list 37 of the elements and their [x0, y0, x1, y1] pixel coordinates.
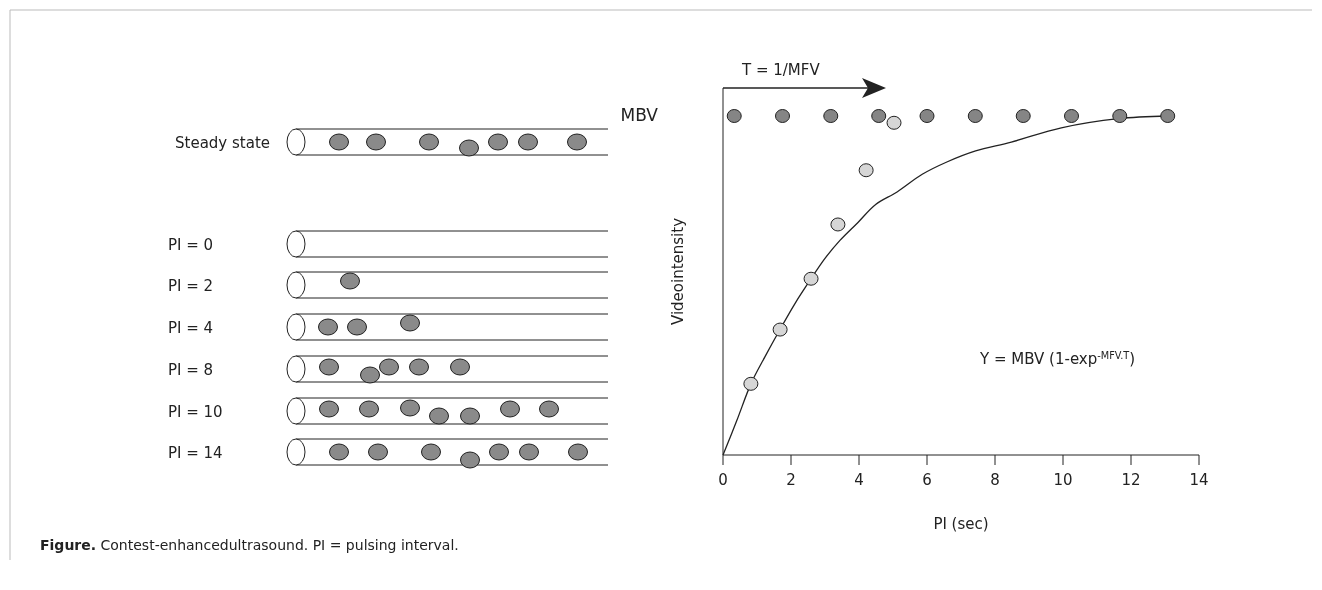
point	[1064, 109, 1079, 123]
point	[830, 217, 846, 232]
text: T = 1/MFV	[741, 61, 821, 79]
x-axis-title: PI (sec)	[933, 515, 989, 533]
text: Steady state	[175, 134, 270, 152]
point	[726, 109, 742, 123]
x-tick-label: 12	[1121, 471, 1141, 489]
text: PI = 8	[168, 361, 214, 379]
x-tick-label: 14	[1189, 471, 1209, 489]
x-tick-label: 8	[990, 471, 1000, 489]
point	[1015, 109, 1031, 123]
text: PI = 0	[168, 236, 214, 254]
text: PI = 2	[168, 277, 214, 295]
x-tick-label: 10	[1053, 471, 1073, 489]
point	[743, 376, 759, 391]
annotation: Y = MBV (1-exp$^{-MFV.T}$)	[979, 349, 1136, 368]
y-axis-title: Videointensity	[669, 217, 687, 326]
text: Figure. Contest-enhancedultrasound. PI = pulsing interval.	[40, 537, 459, 553]
x-tick-label: 4	[854, 471, 864, 489]
x-tick-label: 0	[718, 471, 728, 489]
point	[1112, 109, 1128, 123]
x-tick-label: 6	[922, 471, 932, 489]
point	[803, 271, 819, 286]
point	[871, 109, 887, 123]
point	[823, 109, 839, 123]
text: PI = 14	[168, 444, 223, 462]
point	[775, 109, 790, 123]
x-tick-label: 2	[786, 471, 796, 489]
point	[772, 322, 788, 337]
text: PI = 4	[168, 319, 214, 337]
point	[967, 109, 983, 123]
point	[919, 109, 935, 123]
point	[886, 115, 902, 130]
point	[1160, 109, 1176, 123]
text: MBV	[620, 105, 659, 125]
text: PI = 10	[168, 403, 223, 421]
point	[858, 163, 874, 178]
